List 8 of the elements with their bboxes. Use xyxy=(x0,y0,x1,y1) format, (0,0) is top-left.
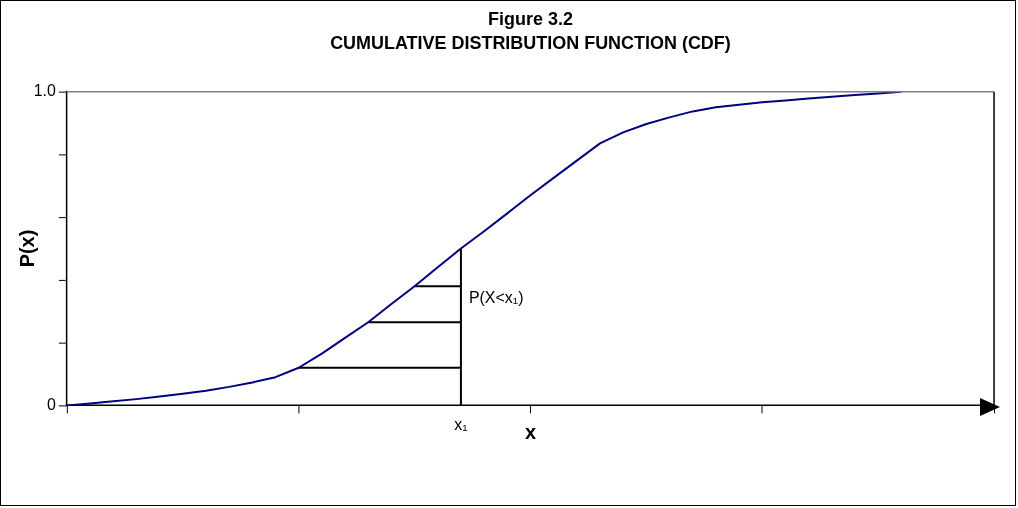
x-axis-title: x xyxy=(524,420,537,443)
annotation: P(X<x₁) xyxy=(468,289,524,307)
chart-title: Figure 3.2 xyxy=(488,8,573,29)
x-tick-label: x₁ xyxy=(454,416,468,434)
y-axis-title: P(x) xyxy=(16,229,39,268)
chart-subtitle: CUMULATIVE DISTRIBUTION FUNCTION (CDF) xyxy=(330,32,731,53)
y-tick-label: 0 xyxy=(47,395,57,413)
y-tick-label: 1.0 xyxy=(33,82,57,100)
